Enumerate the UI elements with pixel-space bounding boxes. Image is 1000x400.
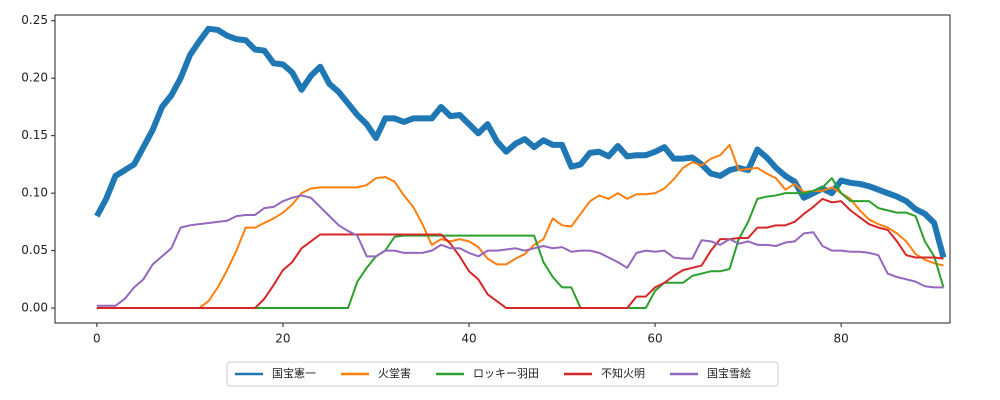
legend-label: 不知火明 [601,366,645,380]
x-tick-label: 40 [461,332,476,346]
y-tick-label: 0.05 [21,243,48,257]
legend-label: 国宝憲一 [272,366,316,380]
legend-label: 国宝雪絵 [707,366,751,380]
y-tick-label: 0.20 [21,71,48,85]
x-tick-label: 80 [834,332,849,346]
x-tick-label: 0 [93,332,101,346]
legend-label: 火堂害 [378,366,411,380]
series-line [96,194,944,307]
series-line [96,177,945,310]
y-tick-label: 0.10 [21,186,48,200]
legend: 国宝憲一 火堂害 ロッキー羽田 不知火明 国宝雪絵 [226,361,779,387]
legend-box [226,361,779,387]
series-line [96,197,944,310]
series-line [94,25,947,259]
series-line [96,143,944,310]
x-tick-label: 20 [275,332,290,346]
x-tick-label: 60 [647,332,662,346]
plot-frame [54,14,951,324]
y-tick-label: 0.00 [21,301,48,315]
y-tick-label: 0.15 [21,128,48,142]
y-tick-label: 0.25 [21,13,48,27]
legend-label: ロッキー羽田 [473,367,539,380]
